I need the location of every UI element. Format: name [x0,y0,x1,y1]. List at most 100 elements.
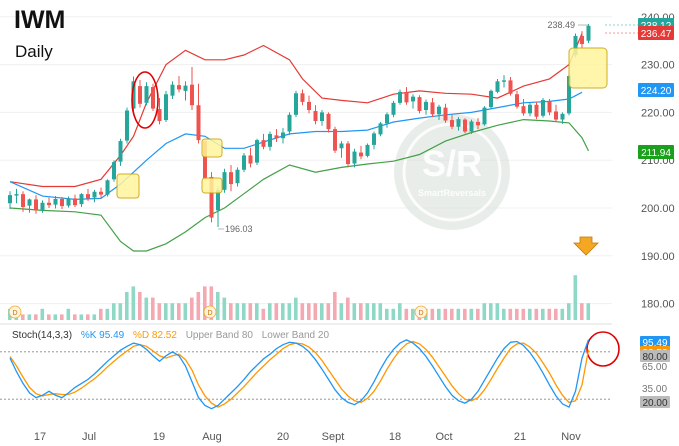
candle-body [8,195,12,204]
price-tick-label: 220.00 [641,107,675,119]
volume-bar [170,303,175,320]
candle-body [229,172,233,185]
candle-body [391,102,396,115]
stoch-tag-label: 20.00 [642,398,667,409]
price-tick-label: 200.00 [641,203,675,215]
volume-bar [164,303,168,320]
candle-body [268,133,272,147]
candle-body [209,176,214,218]
volume-bar [456,308,461,320]
volume-bar [229,303,233,320]
stoch-d-value: %D 82.52 [132,330,177,341]
candle-body [541,99,545,116]
candle-body [489,90,493,108]
candle-body [21,194,25,208]
volume-bar [372,303,376,320]
volume-bar [125,292,129,320]
candle-body [255,140,259,163]
volume-bar [580,303,584,320]
volume-bar [508,308,513,320]
volume-bar [528,308,532,320]
low-annotation: 196.03 [225,224,253,234]
dividend-marker [203,305,217,319]
volume-bar [307,303,311,320]
volume-bar [346,297,350,320]
volume-bar [21,314,25,320]
volume-bar [294,297,298,320]
volume-bar [463,308,467,320]
candle-body [313,110,318,122]
candle-body [112,162,116,180]
volume-bar [255,303,259,320]
candle-body [86,194,90,199]
volume-bar [359,303,363,320]
candle-body [138,86,142,104]
volume-bar [320,303,324,320]
candle-body [378,123,383,135]
price-tag-label: 236.47 [641,29,672,40]
volume-bar [495,303,500,320]
volume-bar [378,303,383,320]
volume-bar [27,314,32,320]
time-tick-label: Nov [561,431,581,443]
volume-bar [391,308,396,320]
volume-bar [196,292,201,320]
candle-body [151,87,155,109]
candle-body [547,100,552,113]
volume-bar [261,308,266,320]
candle-body [40,202,45,210]
time-axis: 17 Jul 19 Aug 20 Sept 18 Oct 21 Nov [34,431,581,443]
candle-body [131,81,136,109]
watermark-main-text: S/R [422,143,482,184]
candle-body [411,96,415,102]
stoch-tick-label: 65.00 [642,362,667,373]
candle-body [385,114,389,124]
volume-bar [352,303,357,320]
time-tick-label: 20 [277,431,289,443]
volume-bar [216,292,220,320]
volume-bar [534,308,539,320]
candle-body [203,141,207,179]
volume-bar [287,303,292,320]
volume-bar [560,308,565,320]
candle-body [27,199,32,206]
volume-bar [554,308,558,320]
volume-bar [573,275,578,320]
highlight-circle [586,331,620,367]
candle-body [365,144,370,156]
volume-bar [203,286,207,320]
candle-body [463,119,467,132]
price-tick-label: 190.00 [641,251,675,263]
volume-bar [79,314,84,320]
candle-body [287,114,292,132]
candle-body [469,121,474,132]
price-tag-label: 224.20 [641,86,672,97]
stoch-legend: Stoch(14,3,3) %K 95.49 %D 82.52 Upper Ba… [12,330,335,341]
volume-bar [105,308,110,320]
volume-bar [242,303,246,320]
bollinger-upper-line [9,33,583,188]
candle-body [573,35,578,56]
candle-body [300,93,305,102]
volume-bar [404,308,409,320]
bollinger-lower-line [9,118,590,252]
time-tick-label: 19 [153,431,165,443]
time-tick-label: Aug [202,431,222,443]
volume-bar [398,303,402,320]
time-tick-label: 21 [514,431,526,443]
stoch-name: Stoch(14,3,3) [12,330,73,341]
candle-body [456,119,461,127]
volume-bar [73,314,77,320]
volume-bar [469,308,474,320]
volume-bar [482,303,487,320]
volume-bar [235,303,240,320]
volume-bar [326,303,331,320]
highlight-box [568,47,608,89]
volume-bar [183,303,188,320]
candle-body [359,152,363,157]
candle-body [144,86,149,103]
dividend-marker [8,305,22,319]
candle-body [157,109,162,122]
stoch-tag-label: 95.49 [642,338,667,349]
